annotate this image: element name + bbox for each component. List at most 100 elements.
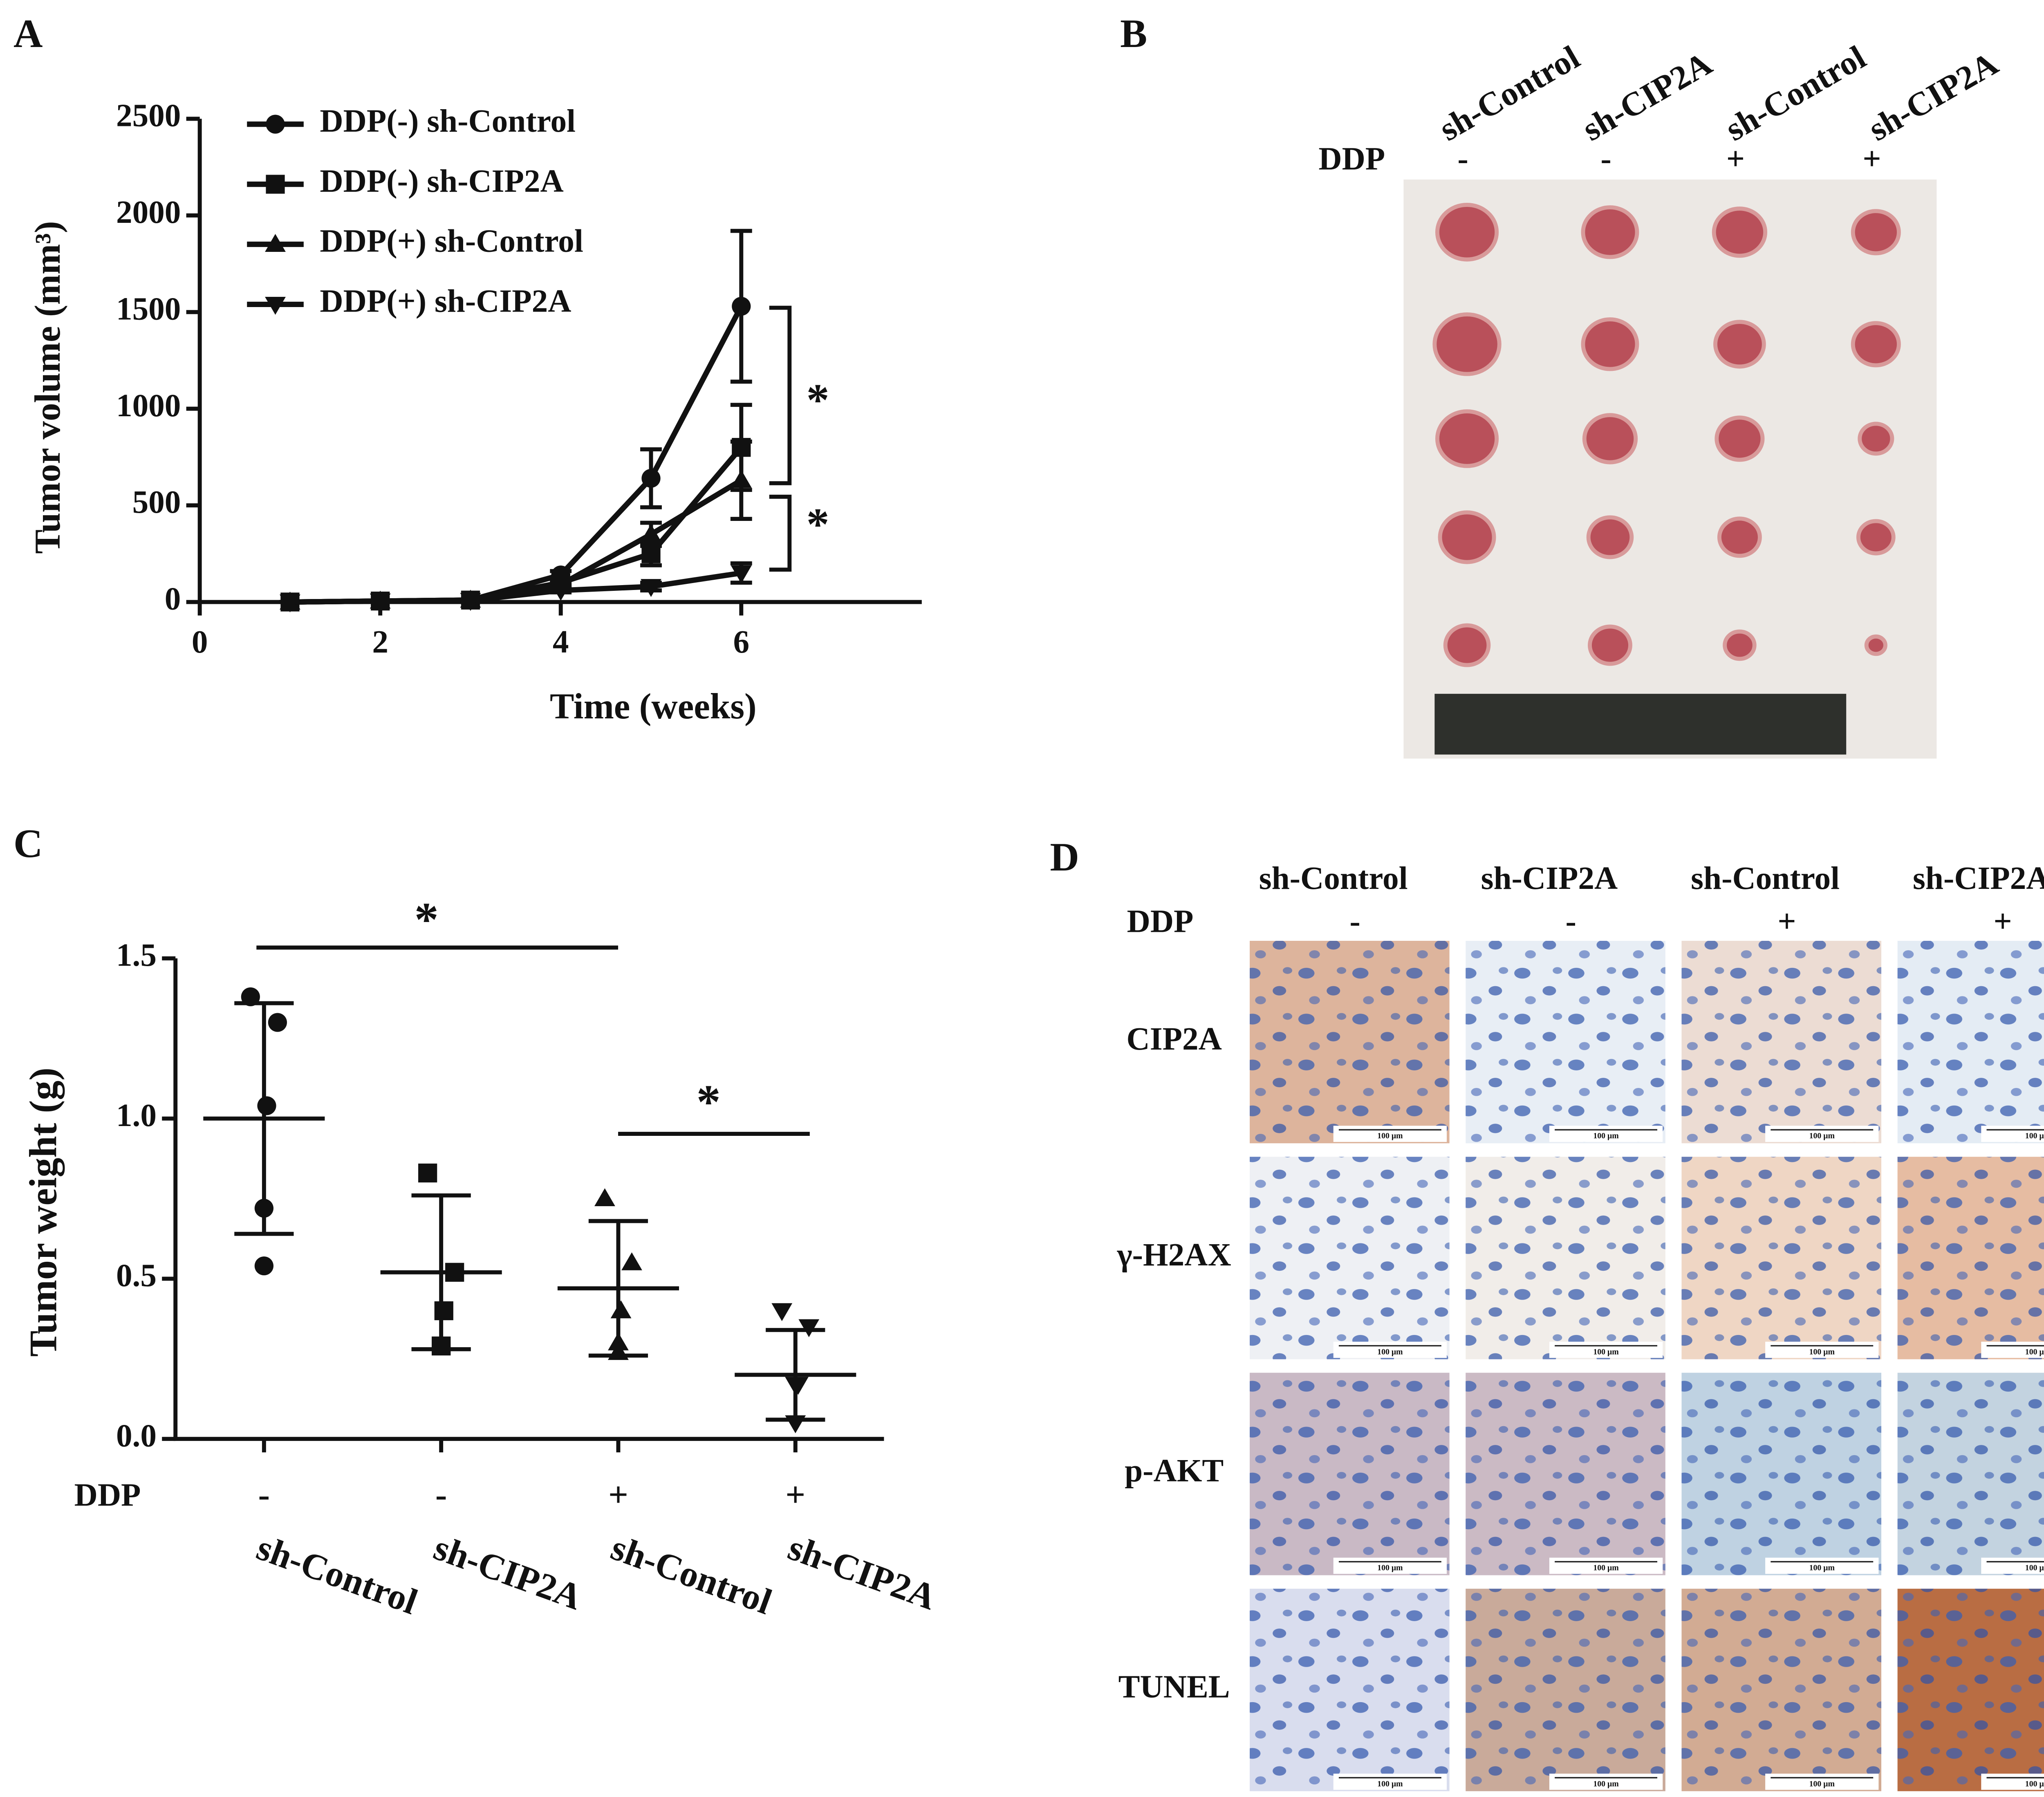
marker bbox=[418, 1163, 437, 1182]
bracket bbox=[769, 305, 792, 485]
scale-bar-label: 100 μm bbox=[1809, 1131, 1835, 1140]
ihc-nuclei bbox=[1250, 1157, 1450, 1360]
row-label: γ-H2AX bbox=[1117, 1237, 1231, 1273]
tumor bbox=[1435, 409, 1499, 468]
ihc-nuclei bbox=[1897, 940, 2044, 1144]
series-line bbox=[290, 305, 744, 605]
y-tick-label: 500 bbox=[132, 484, 181, 520]
ddp-sign: + bbox=[1862, 141, 1881, 177]
column-label: sh-CIP2A bbox=[1862, 44, 2004, 148]
row-label: p-AKT bbox=[1125, 1453, 1224, 1489]
scale-bar-box bbox=[1981, 1126, 2044, 1142]
tumor bbox=[1443, 623, 1491, 667]
scale-bar-label: 100 μm bbox=[2025, 1131, 2044, 1140]
scale-bar-box bbox=[1549, 1126, 1663, 1142]
row-label: CIP2A bbox=[1127, 1021, 1222, 1057]
marker bbox=[594, 1188, 615, 1207]
ddp-sign: + bbox=[1777, 904, 1796, 940]
marker bbox=[732, 296, 751, 316]
scale-bar-box bbox=[1981, 1342, 2044, 1358]
scale-bar-box bbox=[1981, 1557, 2044, 1574]
scale-bar-box bbox=[1765, 1557, 1879, 1574]
ihc-nuclei bbox=[1466, 940, 1665, 1144]
y-tick-label: 1.0 bbox=[116, 1097, 157, 1133]
tumor bbox=[1713, 320, 1766, 369]
series-line bbox=[290, 445, 744, 605]
marker bbox=[279, 594, 300, 612]
x-tick-label: 0 bbox=[192, 624, 208, 660]
scale-bar-box bbox=[1981, 1773, 2044, 1790]
ihc-nuclei bbox=[1250, 940, 1450, 1144]
scale-bar-label: 100 μm bbox=[2025, 1779, 2044, 1788]
marker bbox=[641, 524, 661, 542]
ihc-nuclei bbox=[1681, 1157, 1882, 1360]
annotation: * bbox=[697, 1075, 721, 1128]
marker bbox=[460, 593, 481, 611]
x-tick-label: 6 bbox=[733, 624, 749, 660]
legend-label: DDP(-) sh-Control bbox=[320, 103, 576, 139]
legend-label: DDP(+) sh-Control bbox=[320, 223, 583, 259]
x-tick-label: sh-Control bbox=[252, 1528, 423, 1622]
scale-bar-label: 100 μm bbox=[1593, 1131, 1619, 1140]
annotation: * bbox=[807, 375, 829, 426]
marker bbox=[265, 296, 286, 315]
x-tick-label: 4 bbox=[553, 624, 569, 660]
tumor bbox=[1715, 415, 1765, 462]
tumor bbox=[1717, 516, 1762, 558]
x-tick-label: sh-CIP2A bbox=[783, 1528, 941, 1618]
marker bbox=[771, 1303, 793, 1321]
scale-bar-label: 100 μm bbox=[1377, 1564, 1403, 1573]
tumor-photo bbox=[1403, 179, 1937, 759]
tumor bbox=[1723, 629, 1757, 661]
ddp-sign: + bbox=[1726, 141, 1745, 177]
ihc-nuclei bbox=[1897, 1373, 2044, 1575]
annotation: * bbox=[807, 499, 829, 550]
ihc-nuclei bbox=[1681, 940, 1882, 1144]
tumor bbox=[1586, 515, 1634, 559]
tumor bbox=[1582, 413, 1638, 464]
y-tick-label: 1.5 bbox=[116, 937, 157, 973]
marker bbox=[241, 987, 260, 1007]
row-label: DDP bbox=[1318, 141, 1385, 177]
column-label: sh-CIP2A bbox=[1576, 44, 1718, 148]
tumor bbox=[1588, 624, 1632, 666]
marker bbox=[731, 565, 752, 583]
y-axis-label: Tumor weight (g) bbox=[22, 1068, 65, 1357]
row-label: DDP bbox=[1127, 904, 1194, 940]
marker bbox=[254, 1198, 273, 1218]
y-tick-label: 0.5 bbox=[116, 1258, 157, 1294]
panel-label: A bbox=[13, 11, 43, 56]
y-tick-label: 2000 bbox=[116, 194, 181, 230]
marker bbox=[432, 1336, 451, 1356]
tumor bbox=[1432, 312, 1502, 376]
marker bbox=[445, 1263, 464, 1282]
ihc-nuclei bbox=[1466, 1373, 1665, 1575]
scale-bar-box bbox=[1765, 1126, 1879, 1142]
tumor bbox=[1581, 317, 1639, 371]
column-label: sh-CIP2A bbox=[1481, 860, 1618, 896]
y-axis-label: Tumor volume (mm³) bbox=[28, 221, 68, 554]
ddp-sign: - bbox=[258, 1475, 270, 1514]
column-label: sh-Control bbox=[1259, 860, 1408, 896]
ihc-nuclei bbox=[1250, 1588, 1450, 1791]
scale-bar-label: 100 μm bbox=[1593, 1347, 1619, 1356]
annotation: * bbox=[415, 893, 439, 947]
scale-bar-label: 100 μm bbox=[1593, 1564, 1619, 1573]
scale-bar-box bbox=[1765, 1342, 1879, 1358]
column-label: sh-Control bbox=[1433, 38, 1586, 148]
ddp-sign: - bbox=[1600, 141, 1611, 177]
ihc-nuclei bbox=[1897, 1588, 2044, 1791]
y-tick-label: 0 bbox=[165, 581, 181, 617]
scale-bar-label: 100 μm bbox=[2025, 1564, 2044, 1573]
x-tick-label: 2 bbox=[372, 624, 388, 660]
ddp-sign: + bbox=[1994, 904, 2012, 940]
column-label: sh-CIP2A bbox=[1913, 860, 2044, 896]
y-tick-label: 1000 bbox=[116, 388, 181, 424]
tumor bbox=[1851, 209, 1901, 256]
tumor bbox=[1438, 510, 1496, 564]
marker bbox=[731, 470, 752, 488]
x-tick-label: sh-CIP2A bbox=[429, 1528, 587, 1618]
scale-bar-label: 100 μm bbox=[1377, 1779, 1403, 1788]
scale-bar-label: 100 μm bbox=[1809, 1779, 1835, 1788]
